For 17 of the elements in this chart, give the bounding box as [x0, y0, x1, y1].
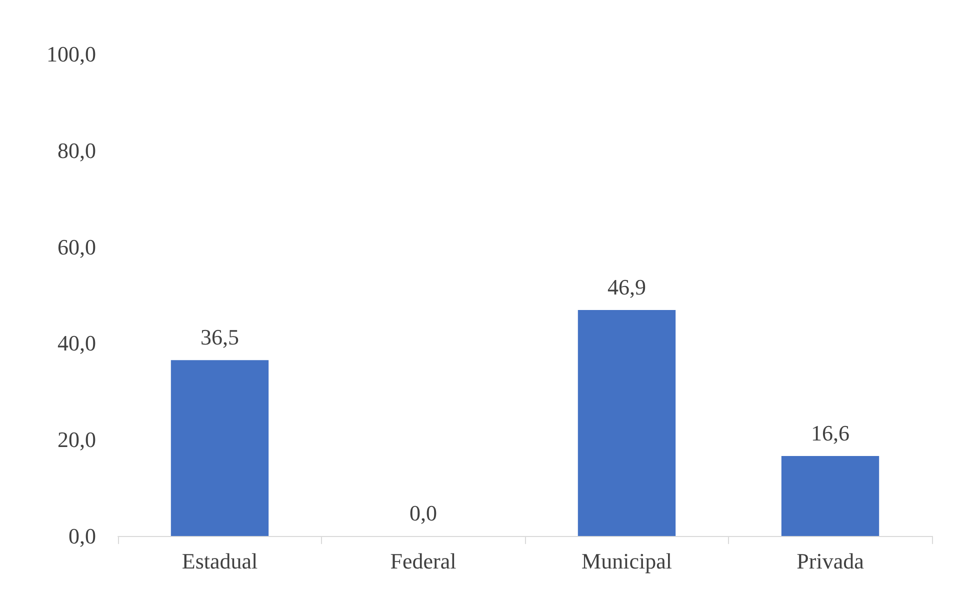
x-tick-label: Privada [796, 548, 864, 574]
bar [170, 360, 269, 536]
data-label: 0,0 [410, 500, 437, 526]
x-tick-label: Estadual [182, 548, 258, 574]
x-tick-label: Federal [390, 548, 456, 574]
bar [578, 310, 676, 536]
bar [781, 456, 880, 536]
data-label: 16,6 [811, 420, 850, 446]
y-tick-label: 0,0 [68, 524, 96, 548]
y-tick-label: 100,0 [46, 42, 96, 66]
y-tick-label: 80,0 [58, 138, 96, 163]
y-tick-label: 60,0 [58, 234, 96, 260]
y-tick-label: 20,0 [58, 427, 96, 452]
data-label: 46,9 [608, 274, 646, 300]
y-tick-label: 40,0 [58, 330, 96, 356]
x-tick-label: Municipal [582, 548, 672, 574]
data-label: 36,5 [200, 324, 239, 350]
